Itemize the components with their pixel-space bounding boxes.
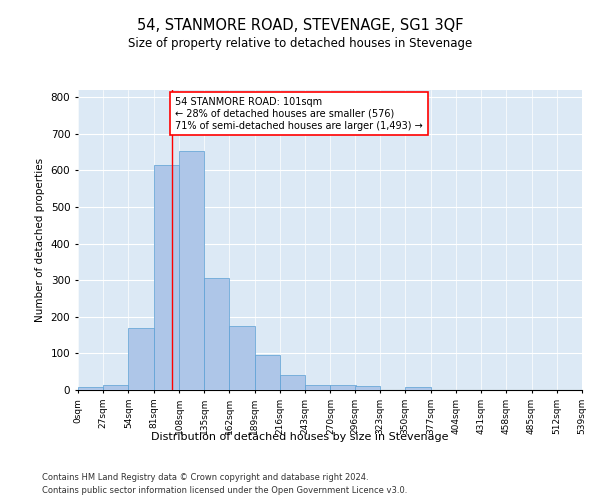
- Bar: [103, 385, 128, 390]
- Bar: [305, 384, 331, 390]
- Bar: [179, 151, 204, 390]
- Bar: [255, 354, 280, 390]
- Bar: [280, 376, 305, 390]
- Bar: [355, 386, 380, 390]
- Text: Contains HM Land Registry data © Crown copyright and database right 2024.: Contains HM Land Registry data © Crown c…: [42, 472, 368, 482]
- Bar: [229, 326, 255, 390]
- Text: Distribution of detached houses by size in Stevenage: Distribution of detached houses by size …: [151, 432, 449, 442]
- Bar: [204, 278, 229, 390]
- Bar: [78, 387, 103, 390]
- Text: 54 STANMORE ROAD: 101sqm
← 28% of detached houses are smaller (576)
71% of semi-: 54 STANMORE ROAD: 101sqm ← 28% of detach…: [175, 98, 423, 130]
- Text: Contains public sector information licensed under the Open Government Licence v3: Contains public sector information licen…: [42, 486, 407, 495]
- Bar: [128, 328, 154, 390]
- Bar: [331, 385, 356, 390]
- Y-axis label: Number of detached properties: Number of detached properties: [35, 158, 45, 322]
- Bar: [154, 165, 179, 390]
- Bar: [405, 387, 431, 390]
- Text: 54, STANMORE ROAD, STEVENAGE, SG1 3QF: 54, STANMORE ROAD, STEVENAGE, SG1 3QF: [137, 18, 463, 32]
- Text: Size of property relative to detached houses in Stevenage: Size of property relative to detached ho…: [128, 38, 472, 51]
